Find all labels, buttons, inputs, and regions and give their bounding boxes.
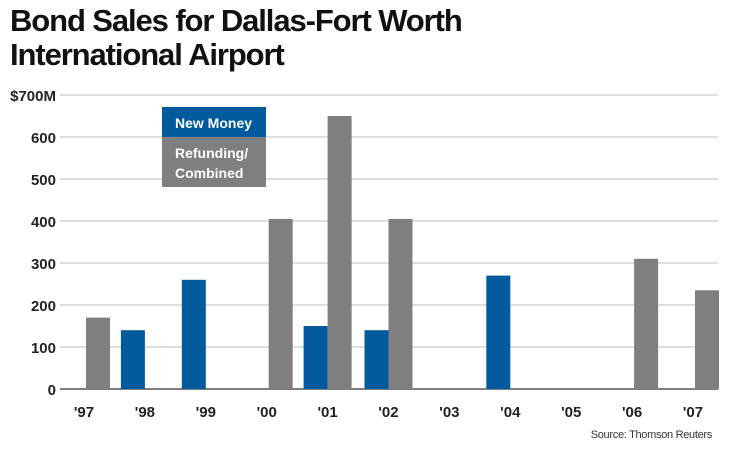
bar-refunding-combined <box>86 317 110 389</box>
x-tick-label: '98 <box>135 404 155 421</box>
x-tick-label: '02 <box>378 404 398 421</box>
x-tick-label: '03 <box>439 404 459 421</box>
y-tick-label: 400 <box>31 214 56 231</box>
x-tick-label: '97 <box>74 404 94 421</box>
y-tick-label: 200 <box>31 298 56 315</box>
chart-title: Bond Sales for Dallas-Fort Worth Interna… <box>10 3 463 72</box>
x-tick-label: '00 <box>257 404 277 421</box>
y-tick-label: 0 <box>48 382 56 399</box>
x-tick-label: '01 <box>317 404 337 421</box>
chart-title-line-1: Bond Sales for Dallas-Fort Worth <box>10 3 463 38</box>
legend-label-new-money: New Money <box>175 115 252 131</box>
bar-new-money <box>120 330 145 389</box>
legend-swatch-refunding <box>162 137 266 187</box>
x-tick-label: '04 <box>500 404 521 421</box>
bar-new-money <box>364 330 389 389</box>
y-tick-label: 300 <box>31 256 56 273</box>
bar-new-money <box>486 275 511 389</box>
bar-refunding-combined <box>268 218 293 389</box>
chart-title-line-2: International Airport <box>10 37 285 72</box>
x-tick-label: '05 <box>561 404 581 421</box>
bar-refunding-combined <box>634 258 659 389</box>
y-tick-label: 100 <box>31 340 56 357</box>
legend-swatch-new-money <box>162 107 266 137</box>
bar-new-money <box>181 279 206 389</box>
bar-refunding-combined <box>327 116 352 389</box>
y-tick-label: 500 <box>31 172 56 189</box>
legend-label-refunding-1: Refunding/ <box>175 145 248 161</box>
x-tick-label: '06 <box>622 404 642 421</box>
x-axis-ticks: '97 '98 '99 '00 '01 '02 '03 '04 '05 '06 '07 <box>74 404 703 421</box>
legend-label-refunding-2: Combined <box>175 165 243 181</box>
bars <box>86 116 719 389</box>
x-tick-label: '07 <box>683 404 703 421</box>
y-tick-label: 600 <box>31 130 56 147</box>
y-axis-ticks: 0 100 200 300 400 500 600 $700M <box>10 88 56 399</box>
legend: New Money Refunding/ Combined <box>162 107 266 187</box>
y-tick-label: $700M <box>10 88 56 105</box>
source-note: Source: Thomson Reuters <box>590 429 713 441</box>
x-tick-label: '99 <box>196 404 216 421</box>
bar-refunding-combined <box>388 218 413 389</box>
bar-new-money <box>303 326 328 389</box>
bar-refunding-combined <box>695 290 719 389</box>
